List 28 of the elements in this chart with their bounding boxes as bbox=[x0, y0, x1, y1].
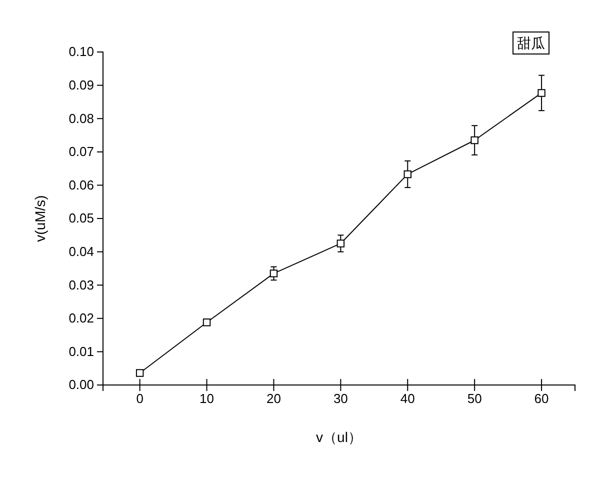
point bbox=[404, 170, 412, 178]
y-tick-label: 0.09 bbox=[68, 77, 94, 92]
point bbox=[136, 369, 144, 377]
point bbox=[470, 136, 478, 144]
y-tick-label: 0.00 bbox=[68, 377, 94, 392]
y-tick-label: 0.06 bbox=[68, 177, 94, 192]
point bbox=[336, 240, 345, 248]
x-axis-title: v（ul） bbox=[316, 429, 362, 445]
x-tick-label: 40 bbox=[400, 391, 415, 406]
point bbox=[202, 318, 211, 326]
y-axis-title: v(uM/s) bbox=[32, 195, 48, 242]
x-tick-label: 50 bbox=[467, 391, 482, 406]
y-tick-label: 0.08 bbox=[68, 110, 94, 126]
y-tick-label: 0.07 bbox=[68, 144, 94, 160]
y-tick-label: 0.04 bbox=[68, 244, 94, 259]
text: 甜瓜 bbox=[517, 35, 545, 51]
y-tick-label: 0.05 bbox=[68, 210, 94, 226]
x-tick-label: 30 bbox=[333, 391, 348, 406]
x-tick-label: 0 bbox=[136, 391, 144, 406]
y-tick-label: 0.03 bbox=[68, 277, 94, 292]
x-tick-label: 20 bbox=[266, 391, 281, 406]
y-tick-label: 0.01 bbox=[68, 344, 94, 359]
y-tick-label: 0.10 bbox=[68, 44, 94, 60]
y-tick-label: 0.02 bbox=[68, 310, 94, 326]
point bbox=[270, 270, 278, 278]
point bbox=[538, 89, 546, 97]
x-tick-label: 10 bbox=[200, 391, 214, 406]
x-tick-label: 60 bbox=[534, 391, 549, 406]
